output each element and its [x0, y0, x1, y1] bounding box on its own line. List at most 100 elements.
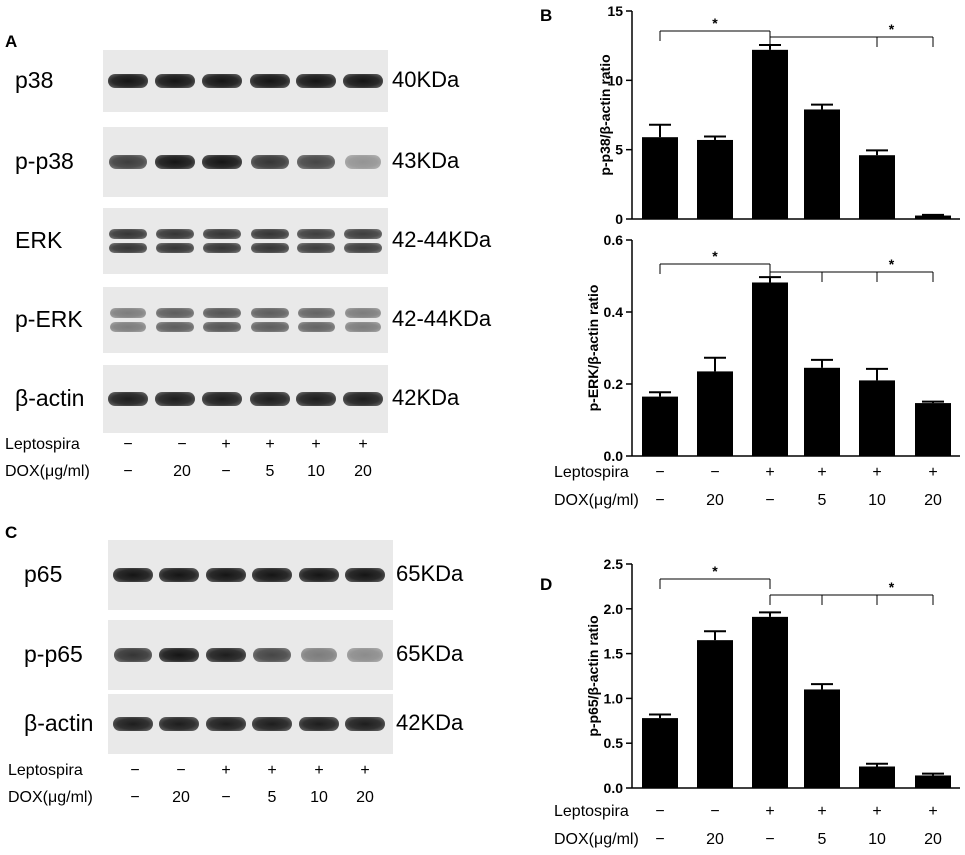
blot-band	[159, 717, 199, 731]
blot-band	[108, 243, 148, 253]
condition-value: +	[360, 762, 370, 779]
blot-band	[108, 155, 148, 169]
condition-value: 5	[267, 789, 277, 806]
blot-band	[113, 648, 153, 662]
y-tick-label: 0.0	[604, 448, 624, 464]
blot-band	[250, 74, 290, 88]
y-tick-label: 2.5	[604, 556, 624, 572]
blot-band	[206, 648, 246, 662]
blot-band	[347, 648, 383, 662]
bar-chart-p-p65: 0.0 0.5 1.0 1.5 2.0 2.5 p-p65/β-actin ratio * *	[585, 556, 960, 796]
blot-band	[343, 243, 383, 253]
blot-band	[251, 308, 289, 318]
bar	[697, 371, 733, 456]
condition-value: −	[177, 436, 187, 453]
blot-band	[299, 717, 339, 731]
y-axis-label: p-ERK/β-actin ratio	[585, 285, 601, 412]
blot-band	[252, 717, 292, 731]
bar-chart-p-erk: 0.0 0.2 0.4 0.6 p-ERK/β-actin ratio * *	[585, 232, 960, 464]
blot-band	[296, 392, 336, 406]
blot-band	[108, 74, 148, 88]
y-tick-label: 0.2	[604, 376, 624, 392]
y-tick-label: 1.0	[604, 690, 624, 706]
condition-value: 10	[868, 831, 886, 848]
blot-band	[250, 392, 290, 406]
bar	[859, 155, 895, 219]
molecular-weight-label: 42KDa	[392, 385, 460, 410]
blot-band	[300, 648, 338, 662]
condition-value: −	[130, 789, 140, 806]
condition-value: −	[710, 803, 720, 820]
blot-band	[345, 155, 381, 169]
condition-value: 20	[706, 492, 724, 509]
blot-label: β-actin	[24, 710, 94, 736]
blot-band	[109, 308, 147, 318]
condition-value: −	[710, 464, 720, 481]
y-tick-label: 0	[615, 211, 623, 227]
bar	[642, 396, 678, 456]
blot-band	[159, 648, 199, 662]
panel-letter-d: D	[540, 575, 553, 594]
molecular-weight-label: 42-44KDa	[392, 306, 492, 331]
molecular-weight-label: 65KDa	[396, 561, 464, 586]
condition-value: 10	[307, 463, 325, 480]
blot-label: ERK	[15, 227, 63, 253]
significance-star: *	[889, 21, 895, 37]
blot-label: p-p38	[15, 148, 74, 174]
bar	[804, 109, 840, 219]
blot-band	[343, 229, 383, 239]
condition-value: +	[314, 762, 324, 779]
blot-band	[345, 568, 385, 582]
blot-label: p38	[15, 67, 54, 93]
condition-value: 10	[868, 492, 886, 509]
molecular-weight-label: 42KDa	[396, 710, 464, 735]
blot-band	[296, 155, 336, 169]
leptospira-label: Leptospira	[5, 436, 80, 453]
blot-band	[206, 717, 246, 731]
significance-star: *	[712, 15, 718, 31]
blot-band	[108, 229, 148, 239]
blot-band	[202, 229, 242, 239]
blot-label: p-ERK	[15, 306, 83, 332]
bar	[859, 380, 895, 456]
condition-value: 10	[310, 789, 328, 806]
condition-value: −	[130, 762, 140, 779]
condition-value: +	[928, 464, 938, 481]
blot-strip-blots_A-2	[103, 208, 388, 274]
blot-band	[203, 322, 241, 332]
blot-band	[202, 74, 242, 88]
molecular-weight-label: 42-44KDa	[392, 227, 492, 252]
condition-value: +	[872, 464, 882, 481]
condition-value: +	[872, 803, 882, 820]
condition-value: +	[221, 762, 231, 779]
blot-band	[156, 322, 194, 332]
bar	[915, 403, 951, 456]
blot-band	[155, 155, 195, 169]
y-tick-label: 10	[607, 72, 623, 88]
blot-band	[202, 392, 242, 406]
y-tick-label: 1.5	[604, 646, 624, 662]
blot-band	[156, 308, 194, 318]
significance-star: *	[712, 563, 718, 579]
bar	[697, 139, 733, 219]
condition-value: −	[221, 789, 231, 806]
blot-strip-blots_C-1	[108, 620, 393, 690]
blot-label: p-p65	[24, 641, 83, 667]
condition-value: −	[655, 803, 665, 820]
blot-band	[159, 568, 199, 582]
condition-value: 5	[817, 492, 827, 509]
condition-value: +	[265, 436, 275, 453]
blot-band	[344, 322, 382, 332]
condition-value: 20	[706, 831, 724, 848]
condition-value: +	[928, 803, 938, 820]
y-tick-label: 5	[615, 142, 623, 158]
condition-value: +	[221, 436, 231, 453]
bar-chart-p-p38: 0 5 10 15 p-p38/β-actin ratio * *	[597, 3, 960, 227]
condition-value: −	[176, 762, 186, 779]
bar	[642, 137, 678, 219]
blot-band	[345, 717, 385, 731]
panel-letter-b: B	[540, 6, 553, 25]
condition-value: 20	[924, 831, 942, 848]
blot-band	[113, 568, 153, 582]
condition-value: 5	[817, 831, 827, 848]
